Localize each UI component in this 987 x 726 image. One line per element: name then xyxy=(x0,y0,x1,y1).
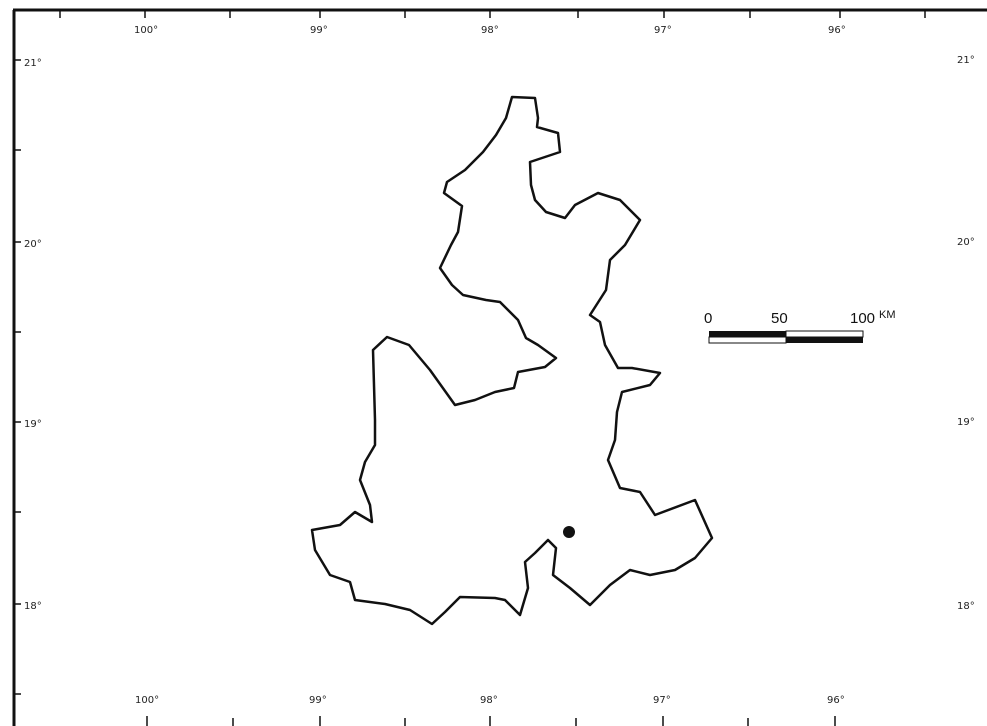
scale-label-50: 50 xyxy=(771,310,788,327)
region-outline xyxy=(310,95,714,626)
scale-bar: 0 50 100 KM xyxy=(704,309,896,344)
lon-label-top-98: 98° xyxy=(481,25,499,36)
left-tick-marks xyxy=(14,59,21,695)
lat-label-right-21: 21° xyxy=(957,55,975,66)
lat-label-left-18: 18° xyxy=(24,601,42,612)
lon-label-top-100: 100° xyxy=(134,25,158,36)
scale-label-100: 100 xyxy=(850,310,875,327)
lat-label-left-19: 19° xyxy=(24,419,42,430)
lat-label-left-21: 21° xyxy=(24,58,42,69)
scale-segment-top-1 xyxy=(709,331,786,337)
lon-label-bottom-100: 100° xyxy=(135,695,159,706)
lon-label-top-96: 96° xyxy=(828,25,846,36)
bottom-tick-marks xyxy=(146,716,836,726)
scale-unit-label: KM xyxy=(879,309,896,321)
lat-label-right-19: 19° xyxy=(957,417,975,428)
scale-label-0: 0 xyxy=(704,310,712,327)
lat-label-right-18: 18° xyxy=(957,601,975,612)
lon-label-top-97: 97° xyxy=(654,25,672,36)
lon-label-bottom-98: 98° xyxy=(480,695,498,706)
scale-segment-bottom-1 xyxy=(708,336,787,344)
scale-segment-top-2 xyxy=(785,330,864,338)
lon-label-bottom-96: 96° xyxy=(827,695,845,706)
top-tick-marks xyxy=(59,10,926,18)
scale-segment-bottom-2 xyxy=(786,337,863,343)
lat-label-right-20: 20° xyxy=(957,237,975,248)
location-marker xyxy=(563,526,575,538)
lon-label-bottom-97: 97° xyxy=(653,695,671,706)
lat-label-left-20: 20° xyxy=(24,239,42,250)
lon-label-bottom-99: 99° xyxy=(309,695,327,706)
lon-label-top-99: 99° xyxy=(310,25,328,36)
